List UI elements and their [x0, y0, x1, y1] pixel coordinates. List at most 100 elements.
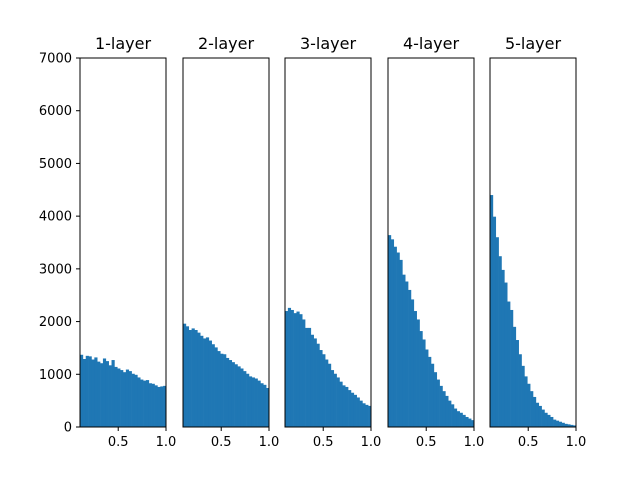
histogram-bar [515, 340, 519, 427]
histogram-bar [416, 319, 420, 427]
histogram-bar [368, 405, 372, 427]
histogram-bar [111, 360, 115, 427]
histogram-bar [388, 235, 392, 427]
histogram-bar [390, 239, 395, 427]
histogram-bar [350, 392, 355, 427]
histogram-bar [243, 371, 247, 427]
histogram-bar [535, 402, 540, 427]
y-tick-label: 7000 [39, 52, 72, 67]
histogram-bar [197, 332, 201, 427]
histogram-bar [419, 331, 423, 427]
histogram-bar [160, 386, 164, 427]
histogram-bar [234, 364, 238, 427]
histogram-bar [266, 387, 270, 427]
histogram-bar [200, 335, 204, 427]
histogram-bar [131, 373, 135, 427]
histogram-bar [220, 353, 224, 427]
histogram-bar [451, 404, 455, 427]
x-tick-label: 0.5 [416, 435, 437, 450]
histogram-bar [319, 350, 323, 427]
histogram-bar [396, 252, 400, 427]
histogram-bar [205, 337, 210, 427]
histogram-bar [433, 372, 438, 427]
histogram-bar [302, 319, 306, 427]
histogram-bar [567, 424, 571, 427]
histogram-bar [498, 256, 502, 427]
subplot-3: 3-layer 0.5 1.0 [284, 34, 382, 450]
histogram-bar [456, 411, 460, 427]
x-tick-label: 0.5 [211, 435, 232, 450]
subplot-frame [284, 57, 372, 428]
histogram-bar [353, 394, 357, 427]
histogram-bar [439, 385, 443, 427]
x-tick-label: 1.0 [156, 435, 177, 450]
histogram-bar [305, 327, 309, 427]
subplot-1: 1-layer 0.5 1.0 [79, 34, 177, 450]
histogram-bar [393, 246, 397, 427]
subplot-title: 3-layer [300, 34, 357, 53]
histogram-bar [541, 409, 545, 427]
x-tick-label: 1.0 [566, 435, 587, 450]
histogram-bar [290, 309, 294, 427]
histogram-bar [402, 274, 406, 427]
histogram-bar [263, 384, 267, 427]
histogram-bar [214, 347, 218, 427]
histogram-bar [422, 339, 426, 427]
histogram-bar [436, 379, 440, 427]
x-tick-label: 1.0 [259, 435, 280, 450]
histogram-bar [228, 360, 233, 427]
histogram-bar [359, 400, 363, 427]
x-tick-label: 0.5 [108, 435, 129, 450]
subplot-title: 2-layer [198, 34, 255, 53]
histogram-bar [117, 368, 121, 427]
histogram-bar [211, 344, 215, 427]
histogram-bar [203, 338, 207, 427]
histogram-bar [134, 374, 138, 427]
histogram-bar [299, 314, 303, 427]
histogram-bar [468, 418, 472, 427]
histogram-bar [553, 419, 557, 427]
histogram-bar [336, 377, 340, 427]
histogram-bar [413, 311, 417, 427]
x-tick-label: 1.0 [361, 435, 382, 450]
histogram-bar [538, 405, 542, 427]
histogram-bar [501, 269, 505, 427]
y-tick-label: 0 [64, 421, 72, 436]
histogram-bar [345, 386, 349, 427]
histogram-bar [223, 354, 227, 427]
histogram-bar [154, 385, 158, 427]
histogram-bar [185, 326, 190, 427]
histogram-bar [143, 380, 147, 427]
histogram-bar [105, 361, 109, 427]
histogram-bar [328, 363, 332, 427]
histogram-bar [471, 420, 475, 427]
histogram-bar [339, 381, 343, 427]
histogram-bar [465, 416, 469, 427]
histogram-bar [442, 391, 446, 427]
histogram-bar [462, 414, 466, 427]
histogram-bar [573, 425, 577, 427]
histogram-bar [208, 340, 212, 427]
histogram-bar [527, 383, 531, 427]
histogram-bar [151, 383, 155, 427]
histogram-bar [524, 376, 528, 427]
histogram-bar [120, 370, 124, 427]
histogram-bar [533, 396, 537, 427]
histogram-bar [97, 361, 101, 427]
histogram-bar [248, 376, 253, 427]
histogram-bar [561, 422, 565, 427]
histogram-bar [231, 362, 235, 427]
histogram-bar [492, 216, 497, 427]
histogram-bar [194, 330, 198, 427]
histogram-bar [91, 359, 95, 427]
y-tick-label: 6000 [39, 104, 72, 119]
histogram-bar [512, 326, 517, 427]
histogram-bar [114, 366, 118, 427]
histogram-bar [108, 365, 112, 427]
histogram-bar [183, 323, 187, 427]
histogram-bar [80, 354, 84, 427]
histogram-bar [125, 369, 130, 427]
y-tick-label: 5000 [39, 157, 72, 172]
histogram-bar [307, 327, 312, 427]
